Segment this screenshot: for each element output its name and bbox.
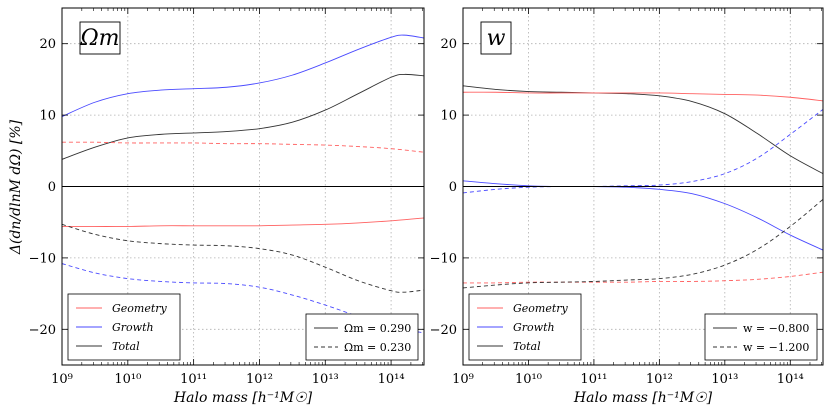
x-tick-label: 10¹³ (312, 372, 339, 387)
x-tick-label: 10¹⁴ (378, 372, 405, 387)
legend-label: Growth (513, 321, 555, 334)
y-tick-label: −20 (430, 323, 457, 338)
y-tick-label: −10 (29, 251, 56, 266)
legend-label: Total (513, 340, 541, 353)
series-line-growth-w-1-200- (463, 109, 823, 194)
x-tick-label: 10⁹ (452, 372, 474, 387)
x-tick-label: 10¹⁰ (114, 372, 141, 387)
y-tick-label: 0 (449, 180, 457, 195)
series-line-growth-w-0-800- (463, 180, 823, 251)
legend-label: Geometry (112, 302, 168, 315)
y-tick-label: −20 (29, 323, 56, 338)
legend-box (305, 313, 419, 361)
x-tick-label: 10¹⁴ (777, 372, 804, 387)
x-tick-label: 10⁹ (51, 372, 73, 387)
series-group (463, 85, 823, 289)
legend-box (704, 313, 818, 361)
series-line-total-w-0-800- (463, 85, 823, 175)
legend-components: Geometry Growth Total (67, 293, 181, 361)
y-ticks: 20 10 0 −10 −20 (29, 37, 424, 338)
panel-label: w (487, 26, 506, 51)
x-tick-label: 10¹² (646, 372, 673, 387)
series-line-geometry-w-0-800- (463, 91, 823, 102)
legend-label: Ωm = 0.290 (344, 322, 411, 335)
x-tick-label: 10¹¹ (180, 372, 207, 387)
x-tick-label: 10¹² (246, 372, 273, 387)
series-line-growth-m-0-230- (62, 263, 424, 334)
x-tick-label: 10¹¹ (580, 372, 607, 387)
series-line-total-w-1-200- (463, 199, 823, 289)
x-ticks: 10⁹ 10¹⁰ 10¹¹ 10¹² 10¹³ 10¹⁴ (51, 8, 423, 387)
series-line-geometry-m-0-230- (62, 141, 424, 153)
y-tick-label: 10 (39, 109, 56, 124)
y-tick-label: 20 (39, 37, 56, 52)
legend-label: Growth (112, 321, 154, 334)
y-tick-label: −10 (430, 251, 457, 266)
panel-omega-m: 10⁹ 10¹⁰ 10¹¹ 10¹² 10¹³ 10¹⁴ 20 10 0 −10 −20 Halo m… (29, 7, 425, 406)
x-axis-label: Halo mass [h⁻¹M☉] (573, 390, 713, 406)
legend-components: Geometry Growth Total (468, 293, 582, 361)
series-line-total-m-0-230- (62, 223, 424, 293)
legend-models: w = −0.800 w = −1.200 (704, 313, 818, 361)
y-ticks: 20 10 0 −10 −20 (430, 37, 823, 338)
y-tick-label: 10 (440, 109, 457, 124)
x-axis-label: Halo mass [h⁻¹M☉] (173, 390, 313, 406)
x-tick-label: 10¹⁰ (515, 372, 542, 387)
panel-label-box (480, 21, 512, 55)
series-line-geometry-m-0-290- (62, 217, 424, 227)
legend-label: w = −0.800 (743, 322, 809, 335)
series-line-geometry-w-1-200- (463, 271, 823, 284)
series-line-growth-m-0-290- (62, 34, 424, 117)
legend-models: Ωm = 0.290 Ωm = 0.230 (305, 313, 419, 361)
panel-w: 10⁹ 10¹⁰ 10¹¹ 10¹² 10¹³ 10¹⁴ 20 10 0 −10 −20 Halo m… (430, 7, 824, 406)
x-tick-label: 10¹³ (711, 372, 738, 387)
y-tick-label: 20 (440, 37, 457, 52)
series-line-total-m-0-290- (62, 73, 424, 160)
x-ticks: 10⁹ 10¹⁰ 10¹¹ 10¹² 10¹³ 10¹⁴ (452, 8, 822, 387)
legend-label: Geometry (513, 302, 569, 315)
series-group (62, 34, 424, 334)
panel-label-box (79, 21, 121, 55)
legend-label: w = −1.200 (743, 341, 809, 354)
y-axis-label-text: Δ(dn/dlnM dΩ) [%] (8, 119, 24, 255)
legend-label: Total (112, 340, 140, 353)
y-tick-label: 0 (48, 180, 56, 195)
panel-label: Ωm (79, 26, 119, 51)
y-axis-label: Δ(dn/dlnM dΩ) [%] (8, 119, 24, 255)
legend-label: Ωm = 0.230 (344, 341, 411, 354)
